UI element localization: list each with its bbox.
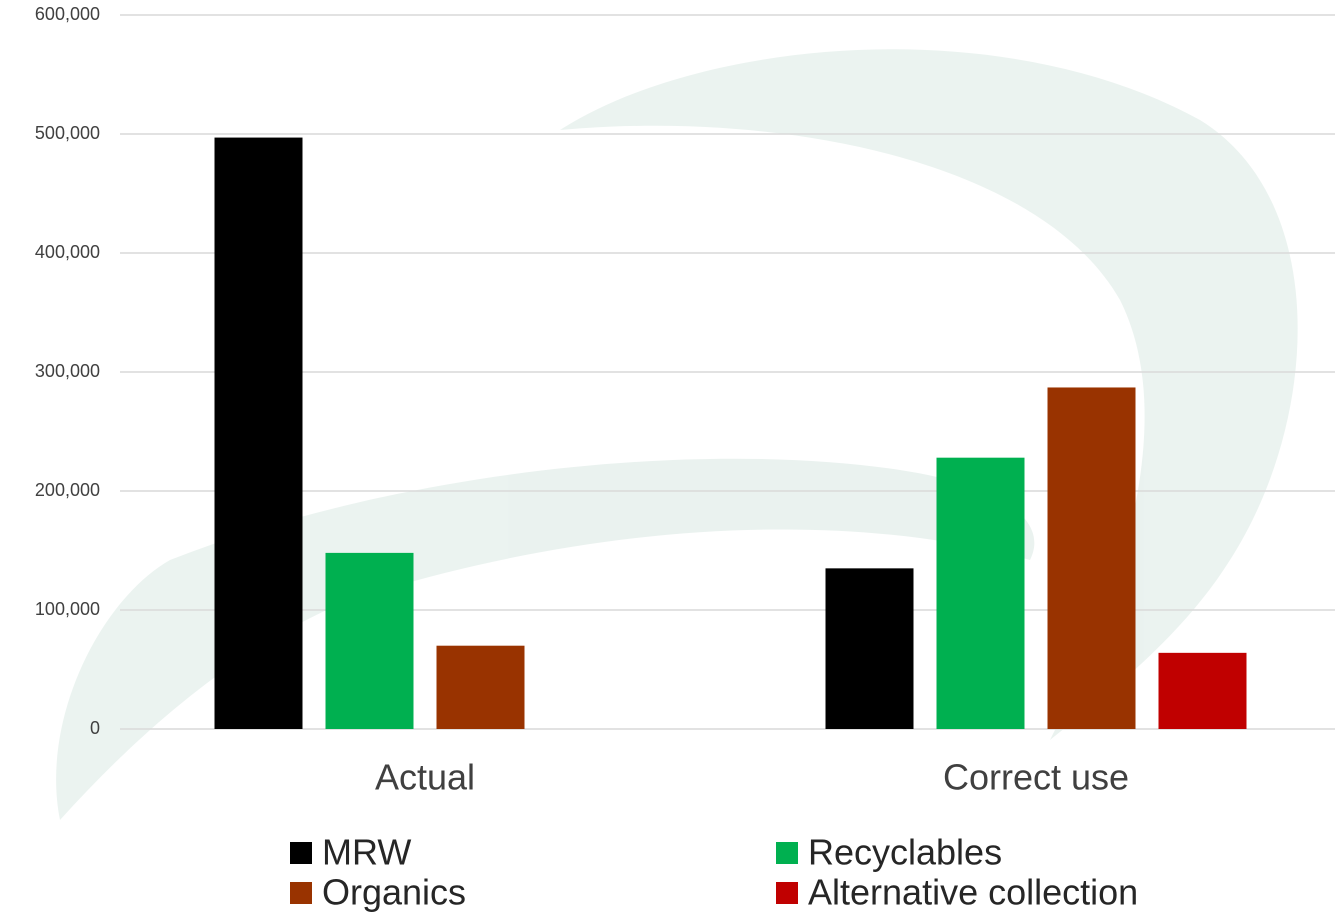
bar xyxy=(936,457,1025,729)
legend-swatch xyxy=(290,842,312,864)
bar xyxy=(825,568,914,729)
y-tick-label: 500,000 xyxy=(35,123,100,143)
legend-label: Recyclables xyxy=(808,832,1002,873)
bar xyxy=(325,552,414,729)
x-tick-label: Actual xyxy=(375,757,475,798)
bar xyxy=(1047,387,1136,729)
bar xyxy=(1158,652,1247,729)
y-tick-label: 600,000 xyxy=(35,4,100,24)
legend-swatch xyxy=(776,842,798,864)
legend-label: Alternative collection xyxy=(808,872,1138,913)
legend-label: Organics xyxy=(322,872,466,913)
legend-swatch xyxy=(776,882,798,904)
bar xyxy=(436,645,525,729)
y-tick-label: 200,000 xyxy=(35,480,100,500)
x-tick-label: Correct use xyxy=(943,757,1129,798)
y-tick-label: 300,000 xyxy=(35,361,100,381)
y-tick-label: 0 xyxy=(90,718,100,738)
legend-swatch xyxy=(290,882,312,904)
y-tick-label: 400,000 xyxy=(35,242,100,262)
y-tick-label: 100,000 xyxy=(35,599,100,619)
legend-label: MRW xyxy=(322,832,411,873)
bar xyxy=(214,137,303,729)
